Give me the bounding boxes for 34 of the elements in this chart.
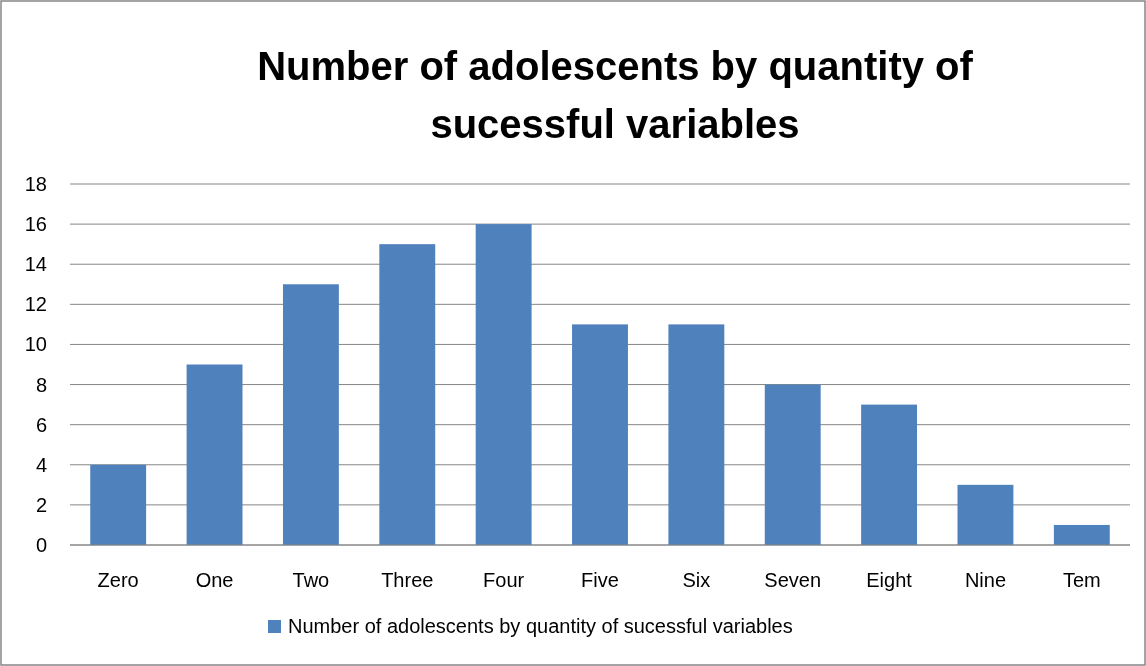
bar	[572, 324, 628, 545]
x-tick-label: Four	[483, 569, 525, 591]
x-tick-label: One	[195, 569, 234, 591]
y-tick-label: 4	[35, 453, 47, 476]
y-tick-label: 18	[24, 173, 47, 195]
bar	[1053, 524, 1110, 545]
legend-label: Number of adolescents by quantity of sucessful variables	[288, 615, 793, 637]
chart-title: Number of adolescents by quantity of sucessful variables	[257, 44, 974, 146]
y-tick-label: 12	[24, 293, 47, 316]
y-tick-label: 10	[24, 333, 47, 356]
x-tick-label: Tem	[1062, 569, 1101, 591]
y-tick-label: 14	[24, 253, 47, 276]
x-tick-label: Nine	[964, 569, 1007, 591]
bar	[668, 324, 725, 545]
x-tick-label: Three	[381, 569, 434, 591]
x-tick-label: Five	[581, 569, 619, 591]
bar	[90, 464, 147, 545]
bar	[475, 224, 532, 545]
x-tick-label: Seven	[764, 569, 822, 591]
x-tick-label: Two	[292, 569, 330, 591]
bar	[764, 384, 821, 545]
bar	[379, 244, 436, 545]
bar	[861, 404, 918, 545]
bar	[186, 364, 243, 545]
y-tick-label: 6	[35, 413, 47, 436]
bar	[957, 484, 1014, 545]
y-tick-label: 2	[35, 493, 47, 516]
x-tick-label: Six	[682, 569, 711, 591]
y-tick-label: 0	[35, 534, 47, 556]
bar	[282, 284, 339, 545]
y-tick-label: 8	[35, 373, 47, 396]
x-tick-label: Zero	[97, 569, 139, 591]
y-tick-label: 16	[24, 213, 47, 236]
x-tick-label: Eight	[866, 569, 913, 591]
